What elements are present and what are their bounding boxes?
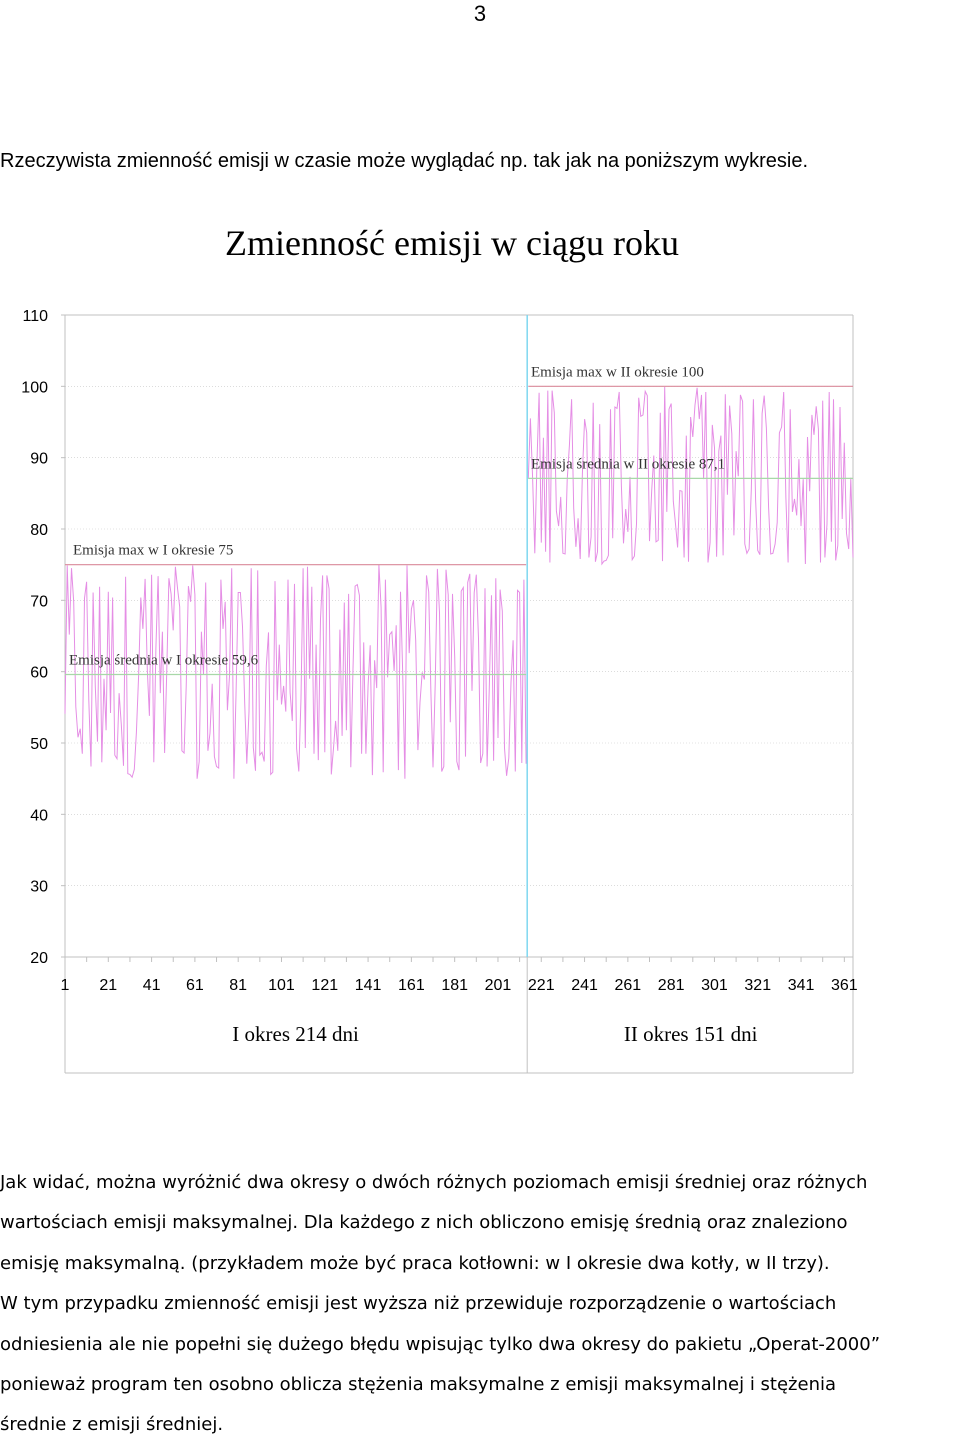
x-tick-label: 261 [615, 977, 642, 994]
y-tick-label: 110 [22, 308, 48, 325]
x-tick-label: 161 [398, 977, 425, 994]
y-tick-label: 100 [21, 379, 48, 396]
x-tick-label: 141 [355, 977, 382, 994]
chart-series-group [64, 386, 854, 779]
x-tick-label: 321 [744, 977, 771, 994]
chart-frame [64, 314, 854, 1074]
y-tick-label: 80 [30, 522, 48, 539]
page-number: 3 [473, 1, 487, 26]
period-label: II okres 151 dni [624, 1022, 758, 1046]
reference-line-label: Emisja średnia w II okresie 87,1 [531, 456, 725, 472]
x-tick-label: 101 [268, 977, 295, 994]
paragraph-line: Jak widać, można wyróżnić dwa okresy o d… [0, 1172, 868, 1193]
y-tick-label: 30 [30, 879, 48, 896]
x-tick-label: 201 [485, 977, 512, 994]
x-tick-label: 41 [143, 977, 161, 994]
x-tick-label: 21 [99, 977, 117, 994]
x-tick-label: 1 [61, 977, 70, 994]
paragraph-line: średnie z emisji średniej. [0, 1414, 224, 1436]
paragraph-line: emisję maksymalną. (przykładem może być … [0, 1252, 830, 1274]
y-tick-label: 70 [30, 593, 48, 610]
paragraph-line: wartościach emisji maksymalnej. Dla każd… [0, 1212, 848, 1234]
chart-title: Zmienność emisji w ciągu roku [225, 223, 679, 263]
x-tick-label: 281 [658, 977, 685, 994]
emission-series-period-1 [64, 564, 527, 779]
y-tick-label: 90 [30, 451, 48, 468]
paragraph-line: ponieważ program ten osobno oblicza stęż… [0, 1374, 837, 1396]
x-tick-label: 181 [441, 977, 468, 994]
reference-line-label: Emisja średnia w I okresie 59,6 [69, 653, 259, 669]
paragraph-line: odniesienia ale nie popełni się dużego b… [0, 1333, 881, 1355]
x-tick-label: 121 [311, 977, 338, 994]
y-tick-label: 40 [30, 807, 48, 824]
body-paragraph: Jak widać, można wyróżnić dwa okresy o d… [0, 1163, 960, 1446]
x-tick-label: 361 [831, 977, 858, 994]
x-tick-label: 221 [528, 977, 555, 994]
x-tick-label: 341 [788, 977, 815, 994]
emission-series-period-2 [527, 386, 854, 566]
x-tick-label: 61 [186, 977, 204, 994]
paragraph-line: W tym przypadku zmienność emisji jest wy… [0, 1293, 837, 1315]
reference-lines-group [65, 315, 853, 1073]
y-tick-label: 50 [30, 736, 48, 753]
period-label: I okres 214 dni [232, 1022, 359, 1046]
emission-chart: Zmienność emisji w ciągu roku 20 30 40 50 60 7… [21, 223, 858, 1074]
x-tick-label: 81 [229, 977, 247, 994]
reference-line-label: Emisja max w II okresie 100 [531, 364, 704, 380]
intro-text: Rzeczywista zmienność emisji w czasie mo… [0, 150, 809, 172]
y-tick-label: 20 [30, 950, 48, 967]
reference-line-label: Emisja max w I okresie 75 [73, 543, 233, 559]
x-tick-label: 301 [701, 977, 728, 994]
chart-labels-group: Zmienność emisji w ciągu roku 20 30 40 50 60 7… [21, 223, 857, 1046]
x-tick-label: 241 [571, 977, 598, 994]
y-tick-label: 60 [30, 665, 48, 682]
